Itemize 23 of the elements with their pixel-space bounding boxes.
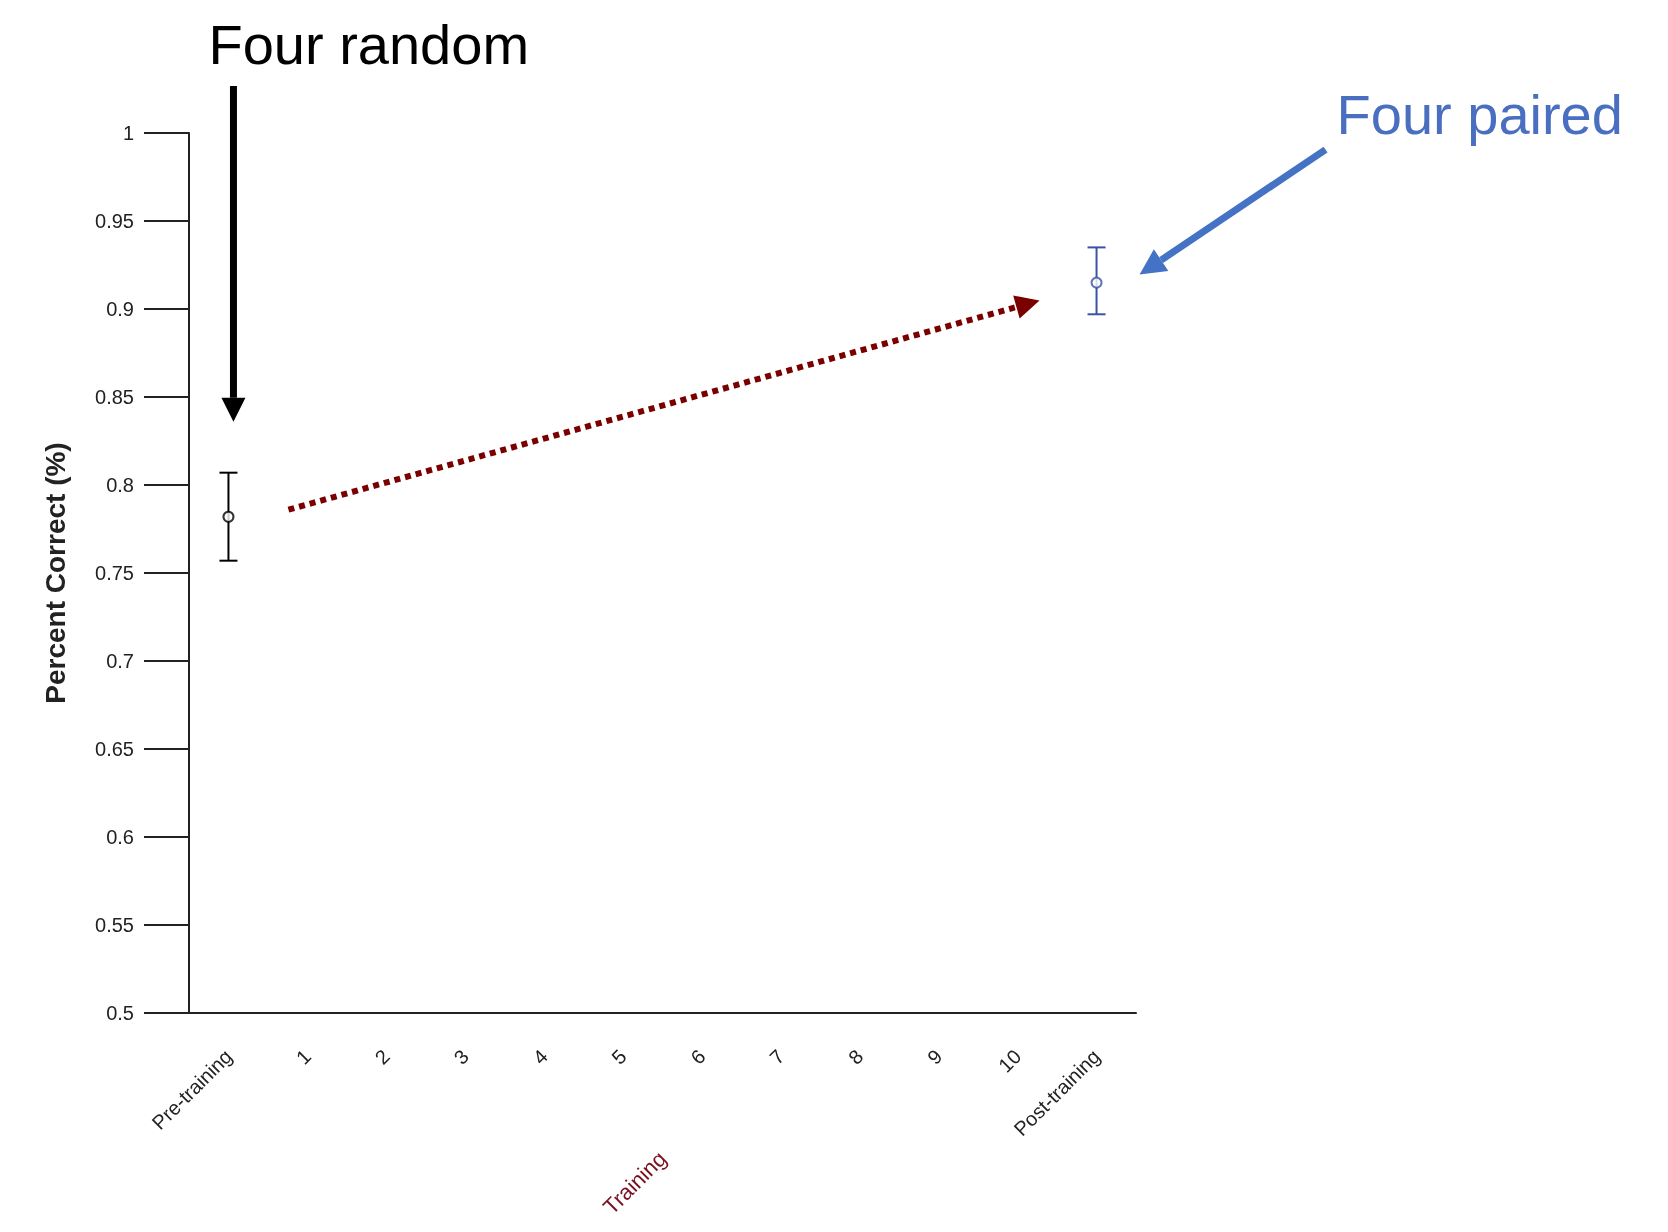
x-tick-label: 4 <box>528 1045 552 1069</box>
x-tick-label: 2 <box>370 1045 395 1069</box>
x-tick-label: 9 <box>923 1045 947 1069</box>
x-tick-label: 5 <box>607 1045 631 1069</box>
y-tick-label: 0.6 <box>106 826 134 849</box>
x-tick-label: 7 <box>765 1045 789 1069</box>
y-tick-label: 1 <box>122 122 134 144</box>
y-tick-label: 0.8 <box>106 474 134 497</box>
y-axis-title: Percent Correct (%) <box>39 442 71 704</box>
y-tick-label: 0.55 <box>95 914 134 937</box>
y-tick-label: 0.75 <box>95 562 134 585</box>
y-tick-label: 0.85 <box>95 386 134 409</box>
y-tick-label: 0.5 <box>106 1002 134 1025</box>
x-tick-label: 3 <box>449 1045 473 1069</box>
x-tick-label: 8 <box>844 1045 868 1069</box>
y-tick-label: 0.95 <box>95 210 134 232</box>
y-tick-label: 0.65 <box>95 738 134 761</box>
text: Four random <box>208 12 530 76</box>
x-tick-label: 6 <box>686 1045 710 1069</box>
y-tick-label: 0.7 <box>106 650 134 673</box>
y-tick-label: 0.9 <box>106 298 134 320</box>
x-tick-label: 1 <box>291 1045 316 1069</box>
text: Four paired <box>1336 82 1623 146</box>
